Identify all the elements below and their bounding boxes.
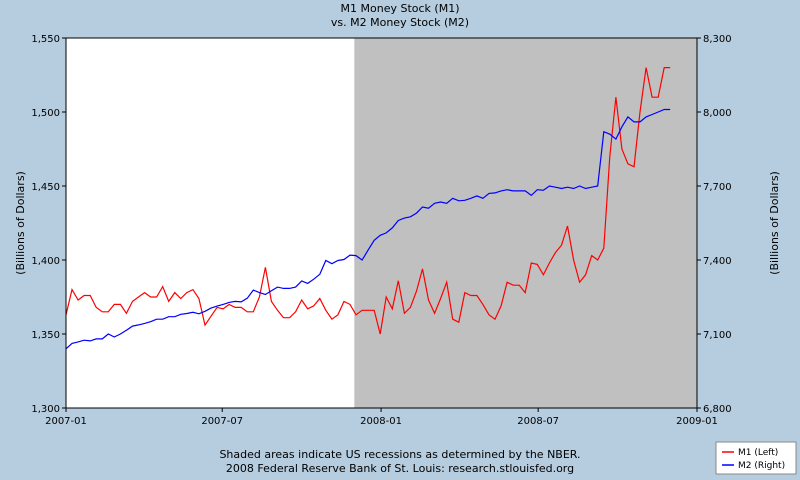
x-tick-label: 2008-07 xyxy=(517,416,559,427)
right-axis-label: (Billions of Dollars) xyxy=(768,171,781,275)
left-tick-label: 1,300 xyxy=(31,404,60,415)
legend-m2-label: M2 (Right) xyxy=(738,461,785,471)
footnote-source: 2008 Federal Reserve Bank of St. Louis: … xyxy=(226,462,574,475)
x-tick-label: 2009-01 xyxy=(676,416,718,427)
left-tick-label: 1,350 xyxy=(31,330,60,341)
x-tick-label: 2007-07 xyxy=(201,416,243,427)
plot-border xyxy=(65,37,698,409)
chart-title: M1 Money Stock (M1) xyxy=(341,2,460,15)
right-axis-ticks: 6,800 7,100 7,400 7,700 8,000 8,300 xyxy=(697,34,732,415)
x-tick-label: 2008-01 xyxy=(360,416,402,427)
left-axis-label: (Billions of Dollars) xyxy=(14,171,27,275)
m2-series-line xyxy=(65,108,671,350)
recession-shading xyxy=(354,38,697,408)
right-tick-label: 8,300 xyxy=(703,34,732,45)
left-tick-label: 1,400 xyxy=(31,256,60,267)
right-tick-label: 8,000 xyxy=(703,108,732,119)
legend-m1-label: M1 (Left) xyxy=(738,448,778,458)
legend: M1 (Left) M2 (Right) xyxy=(715,441,797,475)
right-tick-label: 7,100 xyxy=(703,330,732,341)
left-tick-label: 1,450 xyxy=(31,182,60,193)
m1-series-line xyxy=(65,66,671,335)
right-tick-label: 7,400 xyxy=(703,256,732,267)
legend-box xyxy=(715,441,797,475)
right-tick-label: 6,800 xyxy=(703,404,732,415)
left-tick-label: 1,500 xyxy=(31,108,60,119)
left-tick-label: 1,550 xyxy=(31,34,60,45)
right-tick-label: 7,700 xyxy=(703,182,732,193)
chart-subtitle: vs. M2 Money Stock (M2) xyxy=(331,16,469,29)
footnote-recession: Shaded areas indicate US recessions as d… xyxy=(219,448,580,461)
x-axis-ticks: 2007-01 2007-07 2008-01 2008-07 2009-01 xyxy=(45,408,718,427)
x-tick-label: 2007-01 xyxy=(45,416,87,427)
left-axis-ticks: 1,300 1,350 1,400 1,450 1,500 1,550 xyxy=(31,34,66,415)
